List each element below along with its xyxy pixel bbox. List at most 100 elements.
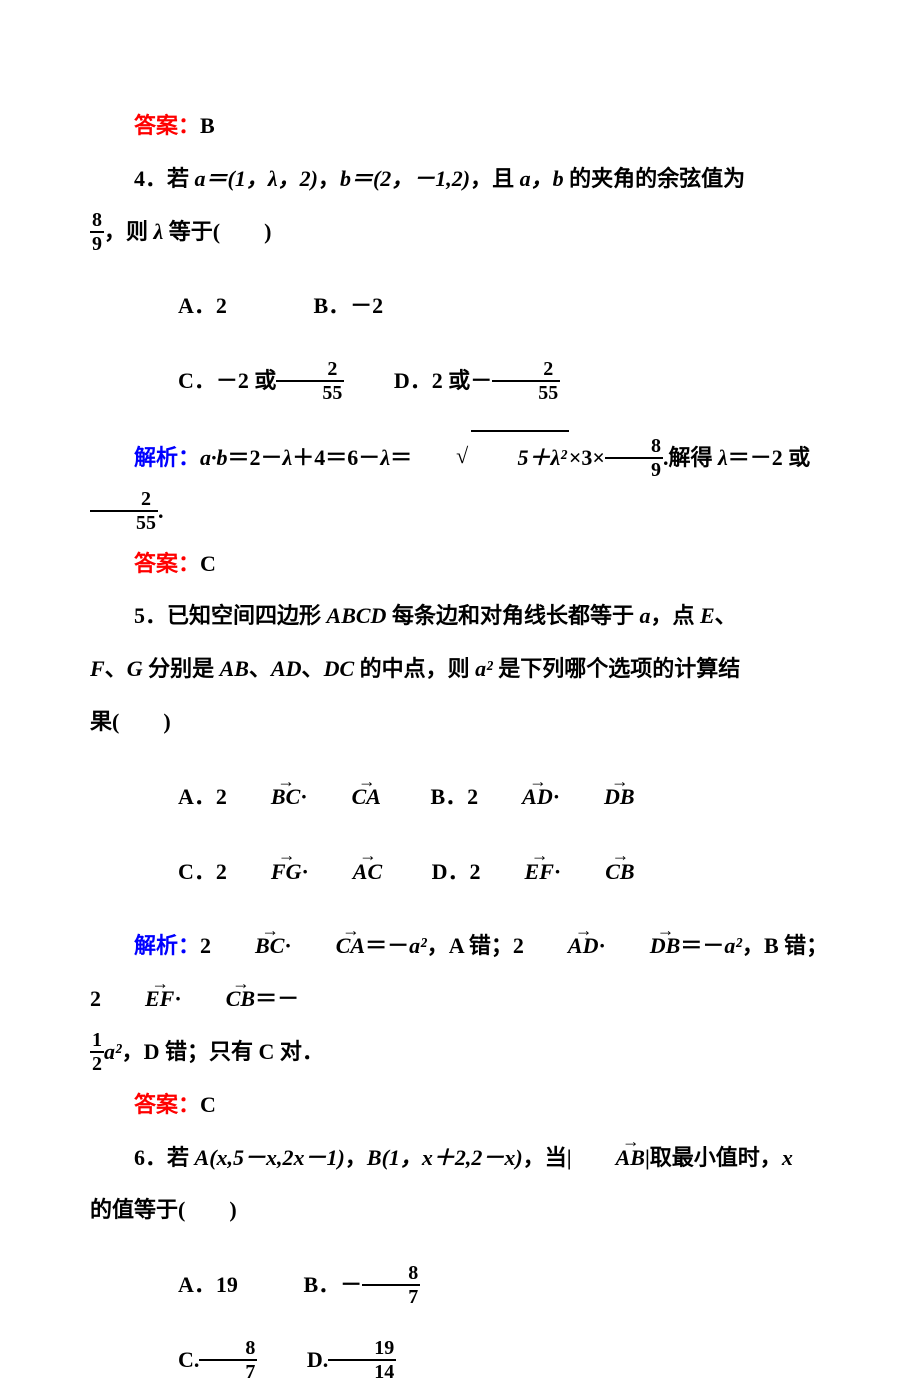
dot: · — [284, 933, 291, 958]
lambda: λ — [718, 445, 728, 470]
q5-options-cd: C．2→FG·→AC D．2→EF·→CB — [90, 846, 830, 899]
arrow-icon: → — [292, 922, 365, 940]
q5-options-ab: A．2→BC·→CA B．2→AD·→DB — [90, 771, 830, 824]
text: 已知空间四边形 — [167, 603, 327, 628]
answer-value: C — [200, 551, 216, 576]
q4-stem-line2: 89，则 λ 等于( ) — [90, 206, 830, 259]
x: x — [782, 1145, 793, 1170]
text: 2 — [513, 933, 524, 958]
text: ， — [318, 166, 340, 191]
text: ，B 错； — [742, 933, 828, 958]
text: 若 — [167, 1145, 195, 1170]
vector-AD: →AD — [478, 786, 553, 808]
fraction: 87 — [199, 1337, 257, 1383]
text: 每条边和对角线长都等于 — [386, 603, 639, 628]
fraction: 255 — [90, 488, 158, 534]
arrow-icon: → — [561, 847, 634, 865]
text: 、 — [249, 656, 271, 681]
text: C．2 — [178, 859, 227, 884]
q4-options-ab: A．2 B．－2 — [90, 280, 830, 333]
text: B．2 — [430, 784, 478, 809]
text: ＝ — [390, 445, 412, 470]
arrow-icon: → — [227, 773, 300, 791]
text: ＋4＝6－ — [292, 445, 380, 470]
arrow-icon: → — [227, 847, 302, 865]
a2: a² — [475, 656, 493, 681]
text: C．－2 或 — [178, 368, 276, 393]
arrow-icon: → — [211, 922, 284, 940]
fraction: 255 — [492, 358, 560, 404]
q4-option-b: B．－2 — [270, 280, 390, 333]
dot: · — [553, 784, 560, 809]
vector-AC: →AC — [309, 861, 382, 883]
q6-option-a: A．19 — [134, 1259, 254, 1312]
q4-answer: 答案：C — [90, 538, 830, 591]
q5-option-c: C．2→FG·→AC — [134, 846, 382, 899]
fraction: 255 — [276, 358, 344, 404]
q5-answer: 答案：C — [90, 1079, 830, 1132]
text: 是下列哪个选项的计算结 — [493, 656, 741, 681]
text: ，A 错； — [427, 933, 513, 958]
text: D．2 — [432, 859, 481, 884]
arrow-icon: → — [481, 847, 554, 865]
q4-options-cd: C．－2 或255 D．2 或－255 — [90, 355, 830, 408]
fraction-1-2: 12 — [90, 1029, 104, 1075]
q5-number: 5． — [134, 603, 167, 628]
text: ×3× — [569, 445, 605, 470]
ab: a，b — [520, 166, 564, 191]
vector-EF: →EF — [481, 861, 554, 883]
q5-stem-line2: F、G 分别是 AB、AD、DC 的中点，则 a² 是下列哪个选项的计算结 — [90, 643, 830, 696]
solution-label: 解析： — [134, 933, 200, 958]
text: ＝－ — [680, 933, 724, 958]
text: B．－ — [304, 1272, 363, 1297]
vector-DB: →DB — [606, 935, 681, 957]
text: ，且 — [470, 166, 520, 191]
text: 的夹角的余弦值为 — [564, 166, 746, 191]
A-args: (x,5－x,2x－1) — [209, 1145, 345, 1170]
text: ，则 — [104, 219, 154, 244]
vector-AD: →AD — [524, 935, 599, 957]
lambda: λ — [380, 445, 390, 470]
q4-stem-line1: 4．若 a＝(1，λ，2)，b＝(2，－1,2)，且 a，b 的夹角的余弦值为 — [90, 153, 830, 206]
F: F — [90, 656, 105, 681]
text: ＝－ — [255, 986, 299, 1011]
q6-option-c: C.87 — [134, 1334, 257, 1387]
text: ＝－2 或 — [728, 445, 811, 470]
answer-label: 答案： — [134, 1092, 200, 1117]
vector-b-def: b＝(2，－1,2) — [340, 166, 470, 191]
text: 2 — [200, 933, 211, 958]
vector-BC: →BC — [211, 935, 284, 957]
q5-option-a: A．2→BC·→CA — [134, 771, 381, 824]
point-A: A — [195, 1145, 210, 1170]
q5-solution-line2: 12a²，D 错；只有 C 对． — [90, 1026, 830, 1079]
lambda: λ — [283, 445, 293, 470]
arrow-icon: → — [606, 922, 681, 940]
text: ＝2－ — [228, 445, 283, 470]
arrow-icon: → — [309, 847, 382, 865]
G: G — [127, 656, 143, 681]
dot: · — [598, 933, 605, 958]
a2: a² — [409, 933, 427, 958]
arrow-icon: → — [182, 975, 255, 993]
dot: · — [554, 859, 561, 884]
q4-solution: 解析：a·b＝2－λ＋4＝6－λ＝5＋λ²×3×89.解得 λ＝－2 或255. — [90, 430, 830, 538]
a: a — [639, 603, 650, 628]
text: D. — [307, 1347, 328, 1372]
text: . — [158, 498, 164, 523]
vector-CB: →CB — [182, 988, 255, 1010]
fraction: 87 — [362, 1262, 420, 1308]
ABCD: ABCD — [327, 603, 387, 628]
text: ，点 — [650, 603, 700, 628]
q5-option-b: B．2→AD·→DB — [386, 771, 634, 824]
q5-stem-line1: 5．已知空间四边形 ABCD 每条边和对角线长都等于 a，点 E、 — [90, 590, 830, 643]
q6-option-b: B．－87 — [260, 1259, 421, 1312]
AD: AD — [271, 656, 302, 681]
text: 2 — [90, 986, 101, 1011]
text: D．2 或－ — [394, 368, 492, 393]
a2: a² — [104, 1039, 122, 1064]
q6-options-ab: A．19 B．－87 — [90, 1259, 830, 1312]
answer-value: C — [200, 1092, 216, 1117]
answer-label: 答案： — [134, 113, 200, 138]
q6-options-cd: C.87 D.1914 — [90, 1334, 830, 1387]
fraction-8-9: 89 — [90, 209, 104, 255]
